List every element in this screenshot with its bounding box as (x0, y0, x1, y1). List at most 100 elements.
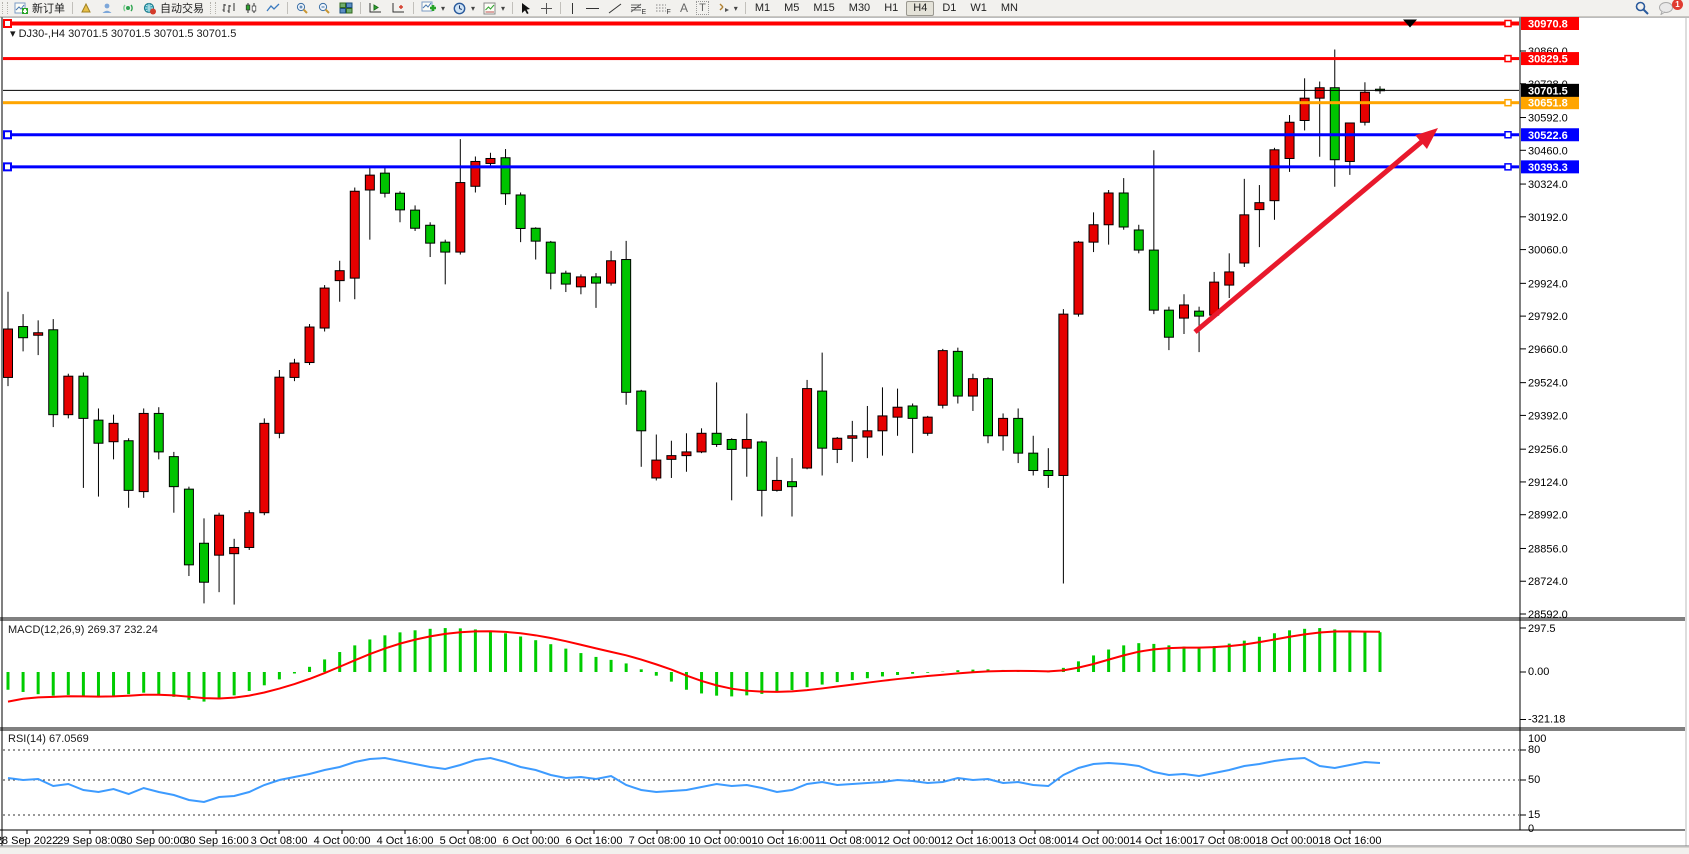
hline-right-handle[interactable] (1504, 19, 1512, 28)
hline-right-handle[interactable] (1504, 54, 1512, 63)
period-button[interactable]: ▾ (449, 1, 479, 16)
time-axis-label: 12 Oct 00:00 (878, 835, 941, 847)
signal-icon (123, 4, 133, 12)
timeframe-button-m15[interactable]: M15 (813, 2, 835, 14)
chart-canvas[interactable]: 30860.030728.030592.030460.030324.030192… (0, 17, 1689, 854)
dropdown-arrow-icon[interactable]: ▾ (733, 3, 738, 13)
template-button[interactable]: ▾ (479, 1, 509, 16)
hline-right-handle[interactable] (1504, 98, 1512, 107)
toolbar-grip[interactable] (2, 2, 8, 14)
toolbar-separator (72, 2, 73, 14)
macd-scale-label: 0.00 (1528, 666, 1549, 678)
candle-body (48, 329, 59, 416)
time-axis-label: 3 Oct 08:00 (251, 835, 308, 847)
auto-scroll-button[interactable] (364, 1, 387, 16)
time-axis-label: 28 Sep 2022 (0, 835, 58, 847)
price-hline-30651.8[interactable] (3, 101, 1519, 105)
price-tag-30970.8 (1521, 17, 1579, 30)
candle-body (862, 430, 873, 438)
candle-body (832, 437, 843, 450)
timeframe-button-h4[interactable]: H4 (906, 0, 935, 16)
line-chart-icon (266, 3, 280, 12)
channel-tool-button[interactable]: F (651, 1, 676, 16)
price-hline-30393.3[interactable] (3, 165, 1519, 169)
profile-button[interactable] (97, 1, 118, 16)
shapes-tool-button[interactable]: ▾ (713, 1, 742, 16)
zoom-in-icon (296, 2, 308, 14)
price-tick-label: 29124.0 (1528, 477, 1568, 489)
timeframe-button-h1[interactable]: H1 (884, 2, 899, 14)
time-axis-label: 4 Oct 00:00 (314, 835, 371, 847)
hline-left-handle[interactable] (3, 18, 12, 28)
candle-body (530, 227, 541, 242)
candle-body (892, 406, 903, 418)
current-price-tag (1521, 83, 1579, 97)
candle-body (591, 276, 601, 284)
toolbar-grip[interactable] (210, 2, 216, 14)
timeframe-button-w1[interactable]: W1 (970, 2, 987, 14)
dropdown-arrow-icon[interactable]: ▾ (471, 3, 476, 13)
timeframe-button-m5[interactable]: M5 (784, 2, 800, 14)
tile-windows-button[interactable] (335, 1, 357, 16)
price-hline-30522.6[interactable] (3, 133, 1519, 137)
hline-right-handle[interactable] (1504, 131, 1512, 139)
new-order-button[interactable]: 新订单 (10, 1, 69, 16)
time-axis-label: 18 Oct 00:00 (1256, 835, 1319, 847)
candle-body (183, 488, 194, 566)
line-chart-button[interactable] (262, 1, 284, 16)
signals-button[interactable] (118, 1, 139, 16)
price-hline-30970.8[interactable] (3, 21, 1519, 26)
timeframe-button-d1[interactable]: D1 (942, 2, 957, 14)
time-axis-label: 30 Sep 16:00 (183, 835, 248, 847)
hline-left-handle[interactable] (3, 130, 12, 140)
price-tick-label: 29524.0 (1528, 378, 1568, 390)
chart-shift-button[interactable] (387, 1, 410, 16)
zoom-out-button[interactable] (313, 1, 335, 16)
dropdown-arrow-icon[interactable]: ▾ (441, 3, 446, 13)
text-label-tool-button[interactable]: T (692, 1, 713, 16)
timeframe-button-mn[interactable]: MN (1000, 2, 1018, 14)
bar-chart-button[interactable] (218, 1, 240, 16)
line-anchor-triangle[interactable] (1403, 19, 1417, 28)
price-tick-label: 29256.0 (1528, 444, 1568, 456)
candle-chart-button[interactable] (240, 1, 262, 16)
candle-body (1194, 310, 1205, 317)
hline-right-handle[interactable] (1504, 163, 1512, 171)
chart-window[interactable]: ▾ DJ30-,H4 30701.5 30701.5 30701.5 30701… (0, 17, 1689, 847)
text-tool-button[interactable]: A (676, 1, 692, 16)
zoom-in-button[interactable] (291, 1, 313, 16)
candle-body (425, 224, 436, 244)
fibonacci-tool-button[interactable]: E (626, 1, 651, 16)
candle-body (1163, 309, 1174, 338)
add-indicator-button[interactable]: ▾ (417, 1, 449, 16)
trend-arrow-head[interactable] (1415, 128, 1438, 150)
candle-body (455, 182, 466, 253)
cursor-tool-button[interactable] (516, 1, 536, 16)
hline-left-handle[interactable] (3, 162, 12, 172)
dropdown-arrow-icon[interactable]: ▾ (501, 3, 506, 13)
trend-arrow-line[interactable] (1193, 136, 1428, 334)
timeframe-button-m30[interactable]: M30 (848, 2, 871, 14)
text-tool-label: A (680, 1, 689, 15)
vertical-line-tool-button[interactable] (564, 1, 581, 16)
candle-body (123, 440, 134, 491)
text-label-tool-label: T (696, 1, 709, 15)
candle-body (18, 326, 29, 339)
market-depth-button[interactable] (76, 1, 97, 16)
time-axis-label: 13 Oct 08:00 (1004, 835, 1067, 847)
price-tick-label: 29392.0 (1528, 410, 1568, 422)
timeframe-button-m1[interactable]: M1 (754, 2, 771, 14)
crosshair-tool-button[interactable] (536, 1, 557, 16)
auto-trading-button[interactable]: 自动交易 (139, 1, 208, 16)
notifications-button[interactable]: 1 (1654, 0, 1683, 16)
price-hline-30829.5[interactable] (3, 57, 1519, 61)
candle-body (1224, 271, 1235, 286)
trendline-tool-button[interactable] (604, 1, 626, 16)
price-tag-30829.5-text: 30829.5 (1528, 54, 1568, 66)
search-button[interactable] (1630, 1, 1654, 16)
horizontal-line-tool-button[interactable] (581, 1, 604, 16)
price-tick-label: 30460.0 (1528, 145, 1568, 157)
candle-body (1359, 91, 1370, 123)
rsi-scale-label: 100 (1528, 733, 1546, 745)
